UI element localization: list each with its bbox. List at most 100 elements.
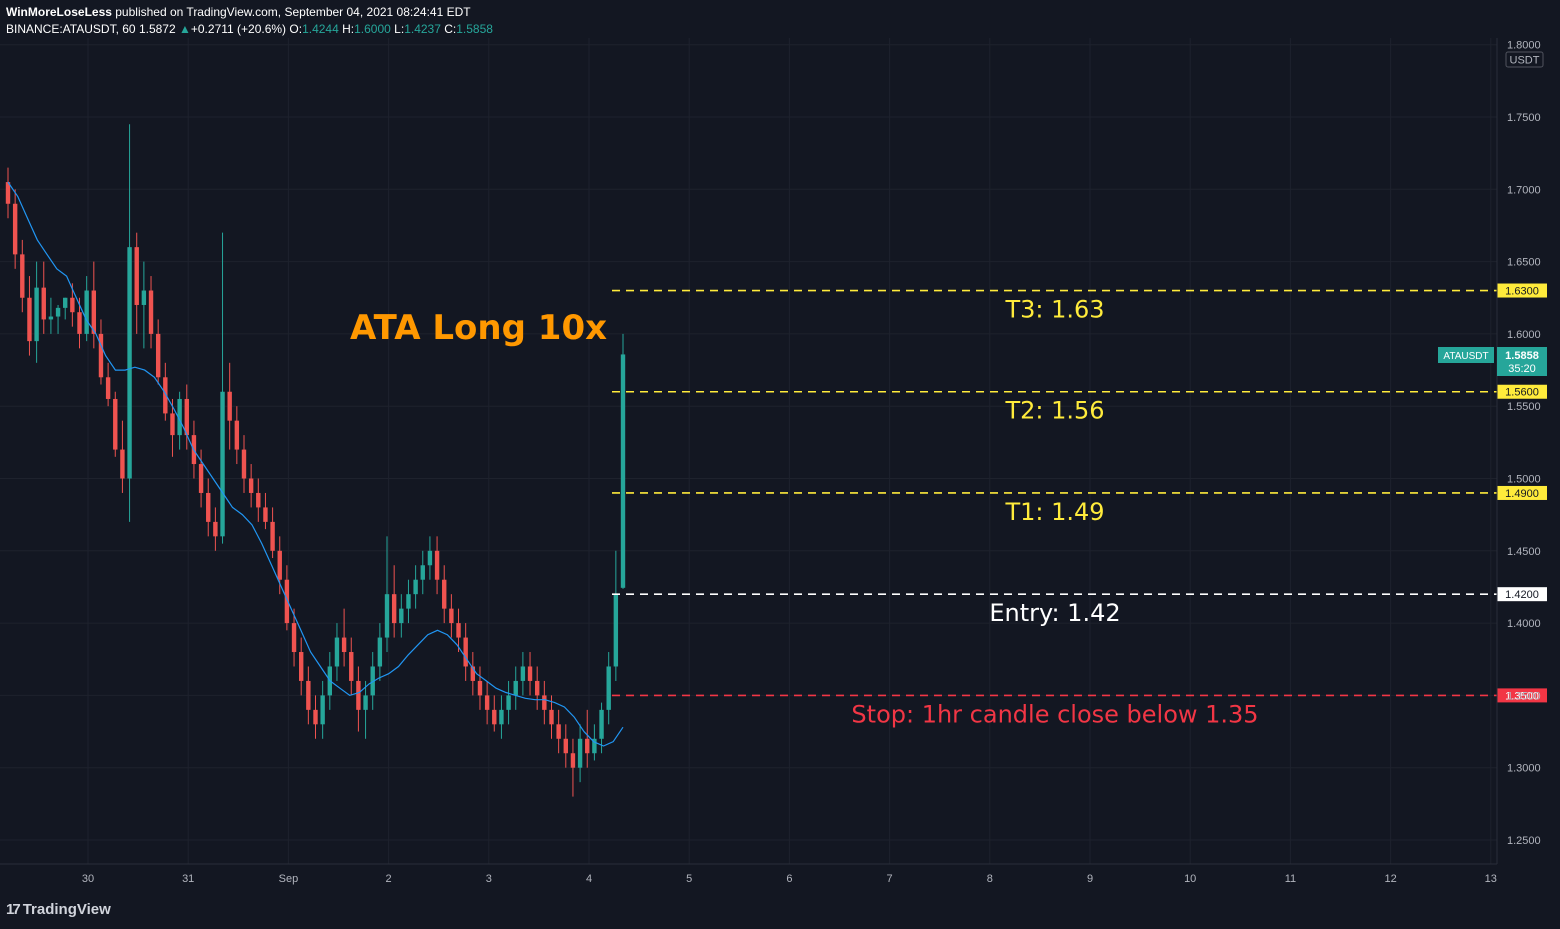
candle <box>570 738 576 797</box>
candle-body <box>98 333 104 378</box>
time-tick-label: 6 <box>786 873 792 885</box>
time-axis[interactable]: 30 31 Sep 2 3 4 5 6 7 8 9 10 11 12 13 <box>82 873 1497 885</box>
candle-body <box>349 652 354 681</box>
author-name[interactable]: WinMoreLoseLess <box>6 5 112 19</box>
candle-body <box>520 666 526 681</box>
candle-body <box>620 354 626 588</box>
open-label: O: <box>289 22 303 36</box>
candle-body <box>163 377 168 414</box>
candle-body <box>141 290 147 305</box>
candle <box>5 167 11 219</box>
low-value: 1.4237 <box>404 22 441 36</box>
time-tick-label: 13 <box>1485 873 1497 885</box>
candle-body <box>599 709 604 739</box>
candle <box>406 579 411 624</box>
level-price-label: 1.4900 <box>1505 488 1539 500</box>
candle-body <box>570 753 576 768</box>
candle <box>234 406 240 465</box>
candle-body <box>12 203 18 255</box>
candle-body <box>449 608 454 624</box>
candle <box>155 319 161 385</box>
moving-average-line <box>7 181 624 747</box>
candle <box>220 232 225 544</box>
ohlc-legend: BINANCE:ATAUSDT, 60 1.5872 ▲+0.2711 (+20… <box>6 22 493 36</box>
candle <box>585 709 590 768</box>
candle-body <box>77 312 82 334</box>
price-change: +0.2711 (+20.6%) <box>190 22 287 36</box>
candle <box>105 362 111 407</box>
candle <box>549 695 554 739</box>
candle-body <box>370 666 375 696</box>
candle <box>449 594 454 638</box>
level-stop[interactable]: 1.3500 Stop: 1hr candle close below 1.35 <box>612 688 1547 728</box>
candle-body <box>127 247 132 479</box>
time-tick-label: 30 <box>82 873 94 885</box>
candle <box>499 695 504 739</box>
price-axis[interactable]: 1.2500 1.3000 1.3500 1.4000 1.4500 1.5000 1.55… <box>1507 40 1541 847</box>
badge-symbol: ATAUSDT <box>1443 351 1488 362</box>
candle <box>613 550 619 681</box>
candle <box>263 492 268 530</box>
candle <box>306 666 311 725</box>
candle-body <box>48 316 54 320</box>
candle-body <box>420 565 425 580</box>
candle <box>492 695 497 732</box>
candle-body <box>434 550 440 580</box>
level-entry[interactable]: 1.4200 Entry: 1.42 <box>612 587 1547 627</box>
tradingview-logo[interactable]: 17 TradingView <box>6 901 111 918</box>
candle <box>420 550 425 595</box>
level-t2[interactable]: 1.5600 T2: 1.56 <box>612 384 1547 425</box>
level-t1[interactable]: 1.4900 T1: 1.49 <box>612 485 1547 526</box>
close-label: C: <box>444 22 457 36</box>
candle <box>384 536 390 653</box>
price-tick-label: 1.3500 <box>1507 690 1541 702</box>
candle-body <box>27 297 32 342</box>
close-value: 1.5858 <box>456 22 493 36</box>
candle-body <box>492 709 497 725</box>
candle-body <box>206 492 211 522</box>
price-tick-label: 1.5500 <box>1507 401 1541 413</box>
tradingview-logo-text: TradingView <box>22 901 111 918</box>
level-annotation: Entry: 1.42 <box>989 599 1120 627</box>
candle-body <box>134 247 139 305</box>
high-label: H: <box>342 22 355 36</box>
candle-body <box>534 680 540 696</box>
candle <box>291 608 297 667</box>
level-t3[interactable]: 1.6300 T3: 1.63 <box>612 283 1547 324</box>
time-tick-label: 7 <box>887 873 893 885</box>
price-tick-label: 1.5000 <box>1507 474 1541 486</box>
price-tick-label: 1.6000 <box>1507 329 1541 341</box>
candle-body <box>334 637 340 667</box>
candle <box>48 297 54 334</box>
symbol-label[interactable]: BINANCE:ATAUSDT, 60 <box>6 22 136 36</box>
current-price-badge: ATAUSDT 1.5858 35:20 <box>1438 347 1547 376</box>
candle <box>484 680 490 725</box>
candle-body <box>5 182 11 204</box>
candle-body <box>177 398 182 436</box>
price-tick-label: 1.7500 <box>1507 112 1541 124</box>
candle <box>213 507 218 551</box>
candle-body <box>363 695 368 710</box>
candle <box>20 239 25 313</box>
candle-body <box>341 637 347 653</box>
candle <box>127 124 132 522</box>
candle <box>113 391 118 457</box>
time-tick-label: 3 <box>486 873 492 885</box>
candle <box>163 362 168 421</box>
candle <box>41 261 46 334</box>
candle <box>427 536 433 580</box>
candle-body <box>563 738 568 754</box>
candle-body <box>256 492 261 508</box>
candle <box>413 565 418 609</box>
candle <box>341 608 347 667</box>
time-tick-label: 31 <box>182 873 194 885</box>
level-price-tag <box>1497 283 1547 298</box>
candle-body <box>442 579 447 609</box>
price-tick-label: 1.8000 <box>1507 40 1541 52</box>
candle-body <box>592 738 597 754</box>
chart-title: ATA Long 10x <box>350 308 607 348</box>
candle-body <box>463 637 468 667</box>
candle-body <box>306 680 311 710</box>
candle <box>349 637 354 696</box>
